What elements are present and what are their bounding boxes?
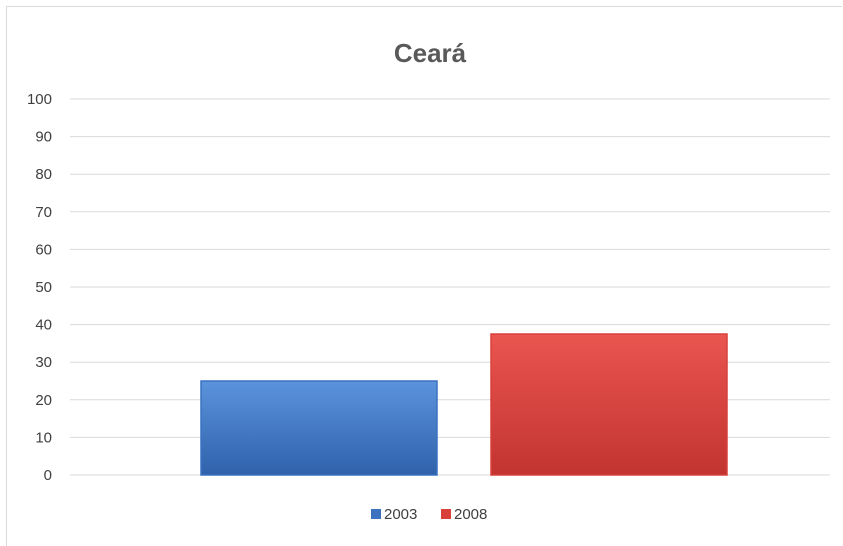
legend-swatch-2003 xyxy=(371,509,381,519)
y-tick-label: 0 xyxy=(44,467,52,484)
y-tick-label: 10 xyxy=(35,429,52,446)
legend-label-2003: 2003 xyxy=(384,506,417,523)
legend-label-2008: 2008 xyxy=(454,506,487,523)
y-tick-label: 90 xyxy=(35,129,52,146)
y-tick-label: 20 xyxy=(35,392,52,409)
y-tick-label: 40 xyxy=(35,317,52,334)
legend: 2003 2008 xyxy=(371,506,487,523)
legend-swatch-2008 xyxy=(441,509,451,519)
y-tick-label: 30 xyxy=(35,354,52,371)
chart-title: Ceará xyxy=(394,38,467,68)
y-tick-label: 80 xyxy=(35,166,52,183)
bar-2008 xyxy=(490,333,728,476)
y-tick-label: 60 xyxy=(35,241,52,258)
y-tick-label: 70 xyxy=(35,204,52,221)
y-tick-label: 50 xyxy=(35,279,52,296)
y-axis: 0 10 20 30 40 50 60 70 80 90 100 xyxy=(27,91,52,484)
bars xyxy=(200,333,728,476)
bar-2003 xyxy=(200,380,438,476)
y-tick-label: 100 xyxy=(27,91,52,108)
